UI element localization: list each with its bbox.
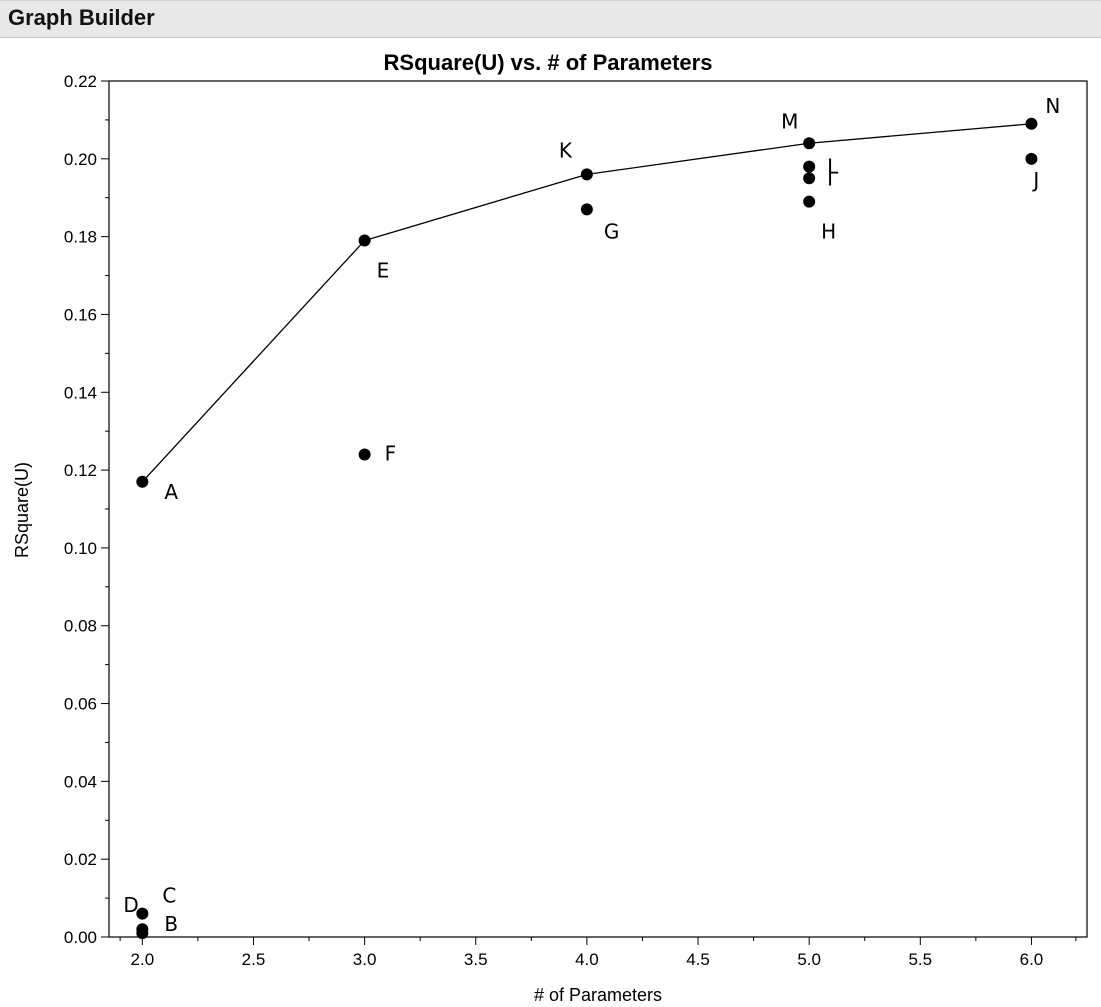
y-tick-label: 0.10 xyxy=(64,539,97,558)
point-label-m: M xyxy=(781,109,798,133)
data-point-a xyxy=(136,475,149,488)
data-point-c xyxy=(136,907,149,920)
point-label-k: K xyxy=(559,138,573,162)
x-tick-label: 6.0 xyxy=(1020,950,1044,969)
y-tick-label: 0.02 xyxy=(64,850,97,869)
y-tick-label: 0.16 xyxy=(64,305,97,324)
y-tick-label: 0.04 xyxy=(64,772,97,791)
x-tick-label: 3.5 xyxy=(464,950,488,969)
point-label-d: D xyxy=(123,893,138,917)
data-point-f xyxy=(358,448,371,461)
data-point-i xyxy=(803,172,816,185)
point-label-j: J xyxy=(1031,168,1039,192)
point-label-g: G xyxy=(604,219,620,243)
y-tick-label: 0.14 xyxy=(64,383,97,402)
point-label-a: A xyxy=(164,480,178,504)
data-point-e xyxy=(358,234,371,247)
data-point-k xyxy=(580,168,593,181)
data-point-h xyxy=(803,195,816,208)
x-axis: 2.0 2.5 3.0 3.5 4.0 4.5 5.0 5.5 6.0 xyxy=(119,937,1077,969)
data-point-n xyxy=(1025,117,1038,130)
point-label-h: H xyxy=(821,220,836,244)
y-tick-label: 0.08 xyxy=(64,617,97,636)
chart-title: RSquare(U) vs. # of Parameters xyxy=(384,50,713,75)
x-axis-label: # of Parameters xyxy=(534,985,662,1005)
y-tick-label: 0.12 xyxy=(64,461,97,480)
x-tick-label: 4.5 xyxy=(686,950,710,969)
data-points-group: A BCD E F G H I J K L M N xyxy=(123,94,1060,940)
y-tick-label: 0.00 xyxy=(64,928,97,947)
point-label-b: B xyxy=(164,912,178,936)
y-axis: 0.00 0.02 0.04 0.06 0.08 0.10 0.12 0.14 0.16 0.18… xyxy=(64,72,109,947)
y-tick-label: 0.18 xyxy=(64,228,97,247)
data-point-j xyxy=(1025,152,1038,165)
point-label-l: L xyxy=(827,155,839,179)
y-axis-label: RSquare(U) xyxy=(12,462,32,558)
x-tick-label: 5.0 xyxy=(797,950,821,969)
window-title: Graph Builder xyxy=(8,5,155,30)
x-tick-label: 5.5 xyxy=(908,950,932,969)
data-point-m xyxy=(803,137,816,150)
y-tick-label: 0.20 xyxy=(64,150,97,169)
data-point-l xyxy=(803,160,816,173)
plot-frame xyxy=(108,80,1088,938)
x-tick-label: 3.0 xyxy=(353,950,377,969)
x-tick-label: 4.0 xyxy=(575,950,599,969)
graph-builder-title-bar: Graph Builder xyxy=(0,0,1101,38)
x-tick-label: 2.0 xyxy=(131,950,155,969)
point-label-i: I xyxy=(827,166,833,190)
point-label-e: E xyxy=(377,259,390,283)
y-tick-label: 0.22 xyxy=(64,72,97,91)
x-tick-label: 2.5 xyxy=(242,950,266,969)
data-point-g xyxy=(580,203,593,216)
point-label-c: C xyxy=(162,884,176,908)
point-label-f: F xyxy=(385,442,397,466)
point-label-n: N xyxy=(1045,94,1060,118)
data-point-d xyxy=(136,923,149,936)
y-tick-label: 0.06 xyxy=(64,695,97,714)
